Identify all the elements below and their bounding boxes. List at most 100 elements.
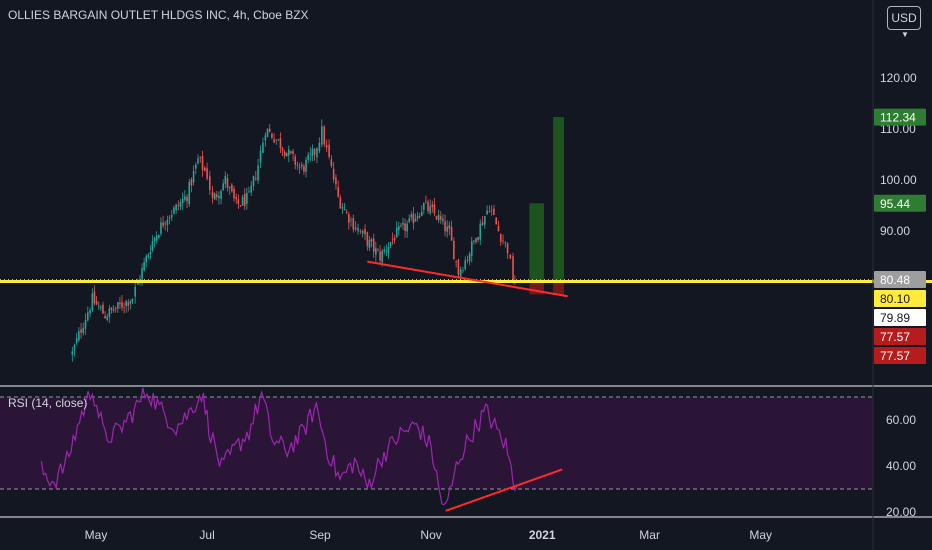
candle-body xyxy=(303,166,305,172)
candle-body xyxy=(104,315,106,319)
price-badge: 80.10 xyxy=(874,290,926,308)
candle-body xyxy=(490,210,493,211)
price-badge: 77.57 xyxy=(874,347,926,365)
annotation-lines xyxy=(0,260,932,512)
candle-body xyxy=(372,238,375,252)
x-tick: Sep xyxy=(309,528,331,542)
candle-body xyxy=(468,253,471,262)
candle-body xyxy=(82,327,85,333)
candle-body xyxy=(290,151,292,154)
candle-body xyxy=(87,312,89,321)
candle-body xyxy=(89,310,91,314)
candle-body xyxy=(243,194,246,206)
candle-body xyxy=(506,243,509,254)
candle-body xyxy=(255,178,257,179)
candle-body xyxy=(84,319,87,329)
position-boxes xyxy=(529,117,565,295)
candle-body xyxy=(211,191,214,198)
candle-body xyxy=(102,304,104,314)
candle-body xyxy=(325,144,328,148)
candle-body xyxy=(345,211,348,213)
candle-body xyxy=(71,351,74,355)
x-tick: Jul xyxy=(199,528,214,542)
candle-body xyxy=(95,301,98,305)
candle-body xyxy=(252,175,255,186)
candle-body xyxy=(97,306,100,308)
candle-body xyxy=(343,208,346,211)
currency-button[interactable]: USD xyxy=(887,6,921,30)
candle-body xyxy=(341,207,344,209)
candle-body xyxy=(108,308,111,317)
price-y-tick: 100.00 xyxy=(880,173,917,187)
candle-body xyxy=(218,195,220,199)
rsi-y-tick: 40.00 xyxy=(886,459,916,473)
candle-body xyxy=(134,286,136,297)
candle-body xyxy=(350,219,352,221)
candle-body xyxy=(431,204,434,208)
candle-body xyxy=(368,239,371,249)
price-badge-label: 77.57 xyxy=(880,349,910,363)
candle-body xyxy=(462,270,464,272)
price-badges: 112.34 95.44 80.48 80.10 79.89 77.57 77.57 xyxy=(874,108,926,365)
price-y-tick: 120.00 xyxy=(880,71,917,85)
target-zone xyxy=(553,117,565,280)
candle-body xyxy=(246,192,248,204)
rsi-y-tick: 60.00 xyxy=(886,413,916,427)
chevron-down-icon[interactable]: ▼ xyxy=(901,30,909,39)
candle-body xyxy=(385,250,388,252)
candle-body xyxy=(379,251,381,261)
x-tick: May xyxy=(749,528,772,542)
candle-body xyxy=(273,139,275,143)
candle-body xyxy=(406,223,408,232)
candle-body xyxy=(416,216,419,219)
candle-body xyxy=(271,133,273,139)
candle-body xyxy=(509,254,512,259)
candle-body xyxy=(464,260,467,270)
price-trend-line xyxy=(367,260,568,298)
candle-body xyxy=(149,252,152,255)
x-tick: 2021 xyxy=(529,528,556,542)
rsi-label: RSI (14, close) xyxy=(8,396,88,410)
candle-body xyxy=(412,213,415,224)
candle-body xyxy=(475,238,477,243)
candle-body xyxy=(473,240,475,242)
chart-title: OLLIES BARGAIN OUTLET HLDGS INC, 4h, Cbo… xyxy=(8,8,309,22)
candle-body xyxy=(395,227,398,238)
candle-body xyxy=(366,232,369,246)
candle-body xyxy=(502,240,504,242)
candle-body xyxy=(425,201,427,203)
candle-body xyxy=(131,298,134,302)
rsi-trend-line xyxy=(445,468,563,512)
candle-body xyxy=(184,196,186,200)
price-badge: 77.57 xyxy=(874,328,926,346)
candle-body xyxy=(233,188,235,199)
candle-body xyxy=(93,291,96,304)
candle-body xyxy=(408,218,411,223)
candle-body xyxy=(512,256,514,283)
candle-body xyxy=(389,241,392,246)
candle-body xyxy=(313,148,316,155)
candle-body xyxy=(450,226,453,241)
price-badge-label: 77.57 xyxy=(880,330,910,344)
candle-body xyxy=(143,262,145,271)
candle-body xyxy=(279,138,282,149)
candle-body xyxy=(429,206,431,214)
candle-body xyxy=(287,149,290,156)
candle-body xyxy=(147,254,150,258)
candle-body xyxy=(179,201,182,207)
price-badge: 79.89 xyxy=(874,309,926,327)
price-badge-bg xyxy=(874,328,926,346)
candle-body xyxy=(177,205,180,207)
candle-body xyxy=(375,248,377,255)
candle-body xyxy=(106,316,109,320)
candle-body xyxy=(190,179,193,186)
candle-body xyxy=(332,168,335,180)
candle-body xyxy=(479,223,482,240)
rsi-y-tick: 20.00 xyxy=(886,505,916,519)
candle-body xyxy=(162,222,164,226)
candle-body xyxy=(484,216,486,225)
candle-body xyxy=(335,177,337,185)
price-badge-bg xyxy=(874,271,926,289)
